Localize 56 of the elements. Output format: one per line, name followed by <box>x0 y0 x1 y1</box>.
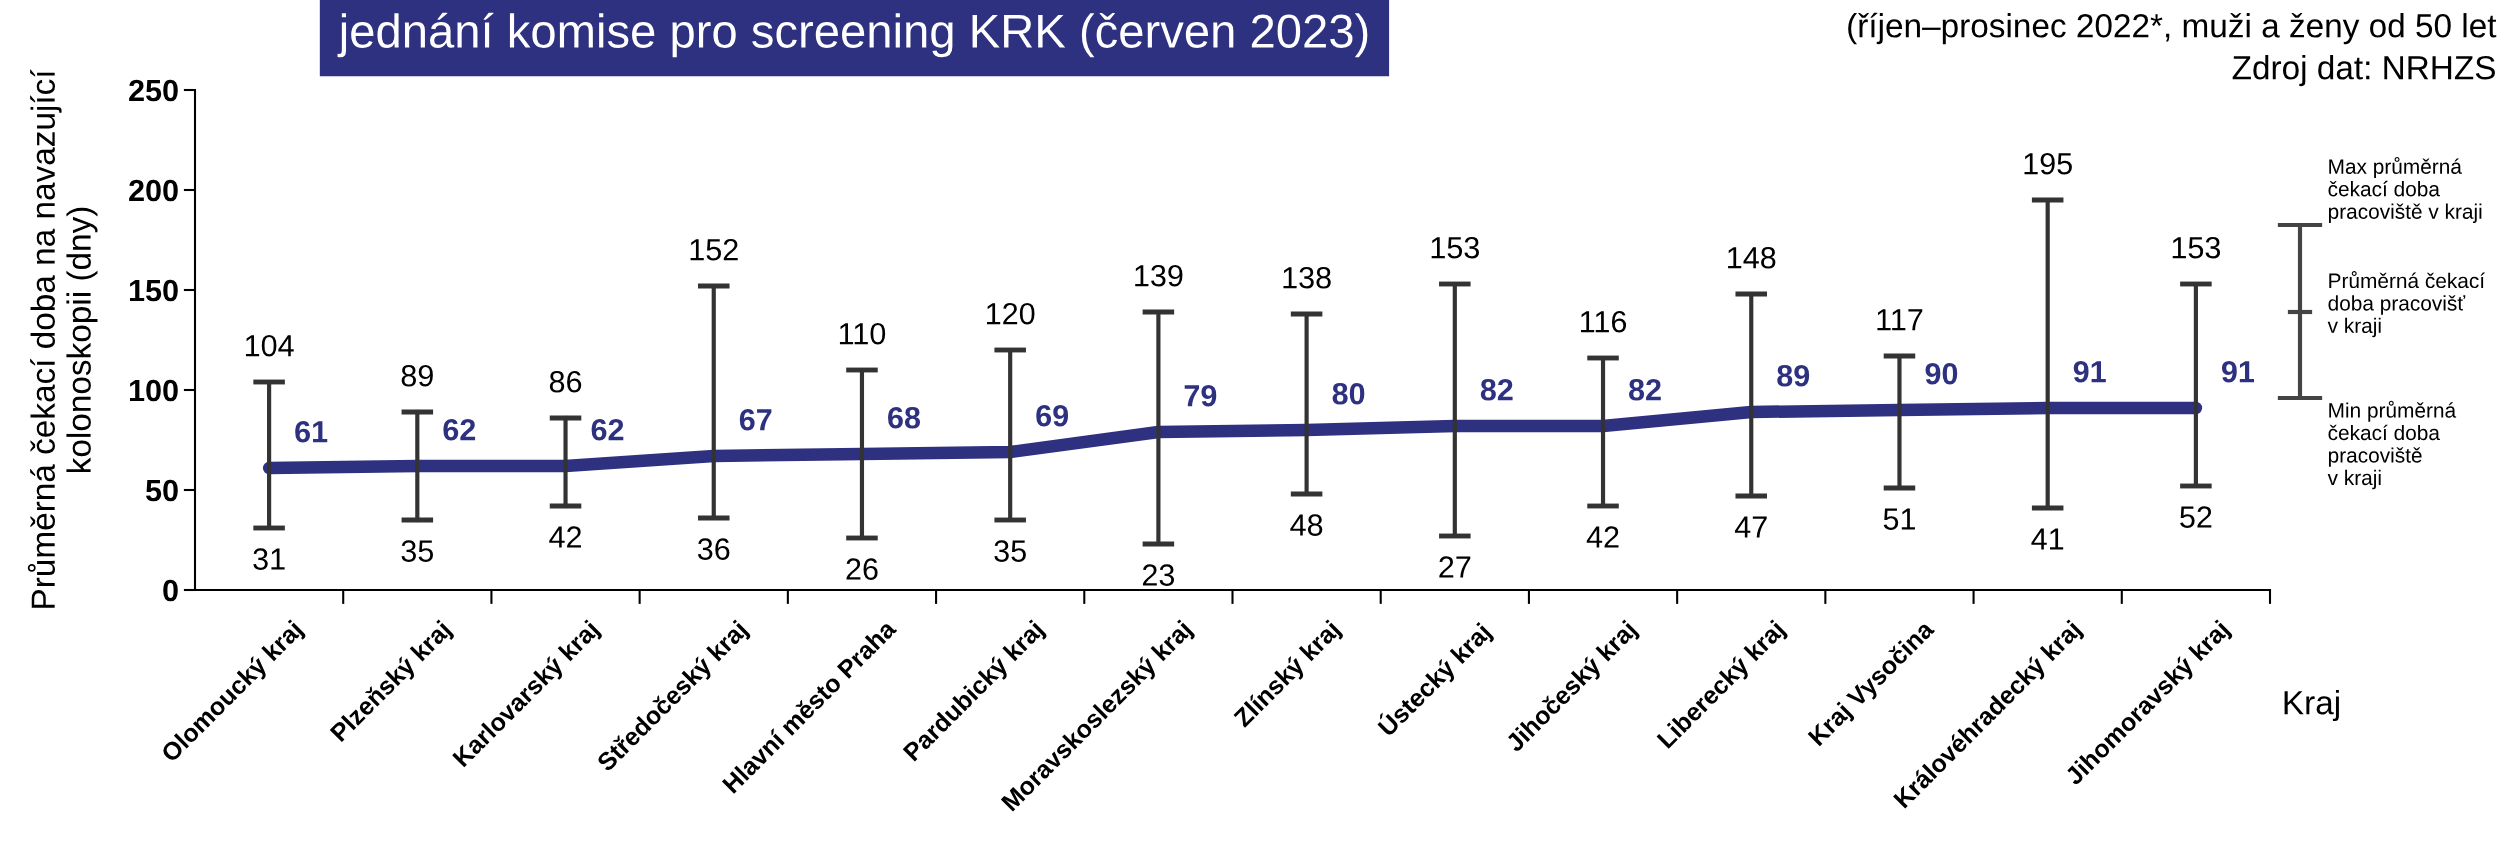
annotation: 27 <box>1439 556 1471 578</box>
annotation: 41 <box>2031 528 2064 550</box>
annotation: 116 <box>1581 310 1627 333</box>
annotation: 51 <box>1883 508 1915 530</box>
annotation: 35 <box>401 540 434 562</box>
annotation: 148 <box>1728 246 1776 269</box>
data-label: 80 <box>1332 382 1365 405</box>
data-label: 62 <box>443 418 476 441</box>
annotation: 86 <box>549 370 582 393</box>
y-tick-label: 250 <box>129 79 178 102</box>
data-label: 69 <box>1036 404 1069 427</box>
annotation: 89 <box>401 364 433 387</box>
annotation: 47 <box>1734 516 1767 538</box>
y-tick-label: 0 <box>163 579 178 602</box>
data-label: 91 <box>2073 360 2106 383</box>
annotation: 104 <box>245 334 294 357</box>
data-label: 82 <box>1629 378 1661 401</box>
chart-title: jednání komise pro screening KRK (červen 2023) <box>337 12 1368 58</box>
annotation: 153 <box>2172 236 2221 259</box>
data-label: 61 <box>295 420 328 443</box>
annotation: 138 <box>1283 266 1331 289</box>
text: Průměrná čekací doba pracovišť v kraji <box>2327 271 2485 338</box>
data-label: 79 <box>1184 384 1217 407</box>
annotation: 26 <box>846 558 878 580</box>
text: Min průměrná čekací doba pracoviště v kraji <box>2327 400 2457 490</box>
y-axis-title: Průměrná čekací doba na navazující kolonoskopii (dny) <box>27 69 98 608</box>
annotation: 139 <box>1135 264 1183 287</box>
data-label: 82 <box>1480 378 1513 401</box>
data-label: 62 <box>591 418 624 441</box>
annotation: 195 <box>2024 152 2072 175</box>
annotation: 42 <box>1586 526 1619 548</box>
data-label: 68 <box>888 406 921 429</box>
annotation: 110 <box>839 322 886 345</box>
annotation: 48 <box>1290 514 1323 536</box>
data-label: 91 <box>2221 360 2255 383</box>
annotation: 35 <box>994 540 1026 562</box>
annotation: 42 <box>549 526 581 548</box>
annotation: 36 <box>697 538 730 560</box>
y-tick-label: 50 <box>145 479 178 502</box>
y-tick-label: 200 <box>129 179 178 202</box>
text: Max průměrná čekací doba pracoviště v kraji <box>2328 156 2482 224</box>
annotation: 52 <box>2180 506 2212 528</box>
annotation: 117 <box>1877 309 1923 331</box>
data-label: 67 <box>739 408 772 431</box>
annotation: 153 <box>1431 236 1479 259</box>
annotation: 120 <box>987 302 1035 325</box>
y-tick-label: 100 <box>129 379 178 402</box>
annotation: 152 <box>690 238 738 261</box>
annotation: 31 <box>253 548 285 570</box>
chart-subtitle: (říjen–prosinec 2022*, muži a ženy od 50 let <box>1848 12 2497 45</box>
data-label: 89 <box>1777 364 1810 387</box>
text: Zdroj dat: NRHZS <box>2232 55 2495 87</box>
annotation: 23 <box>1142 564 1175 586</box>
data-label: 90 <box>1925 362 1958 385</box>
y-tick-label: 150 <box>129 279 178 302</box>
x-axis-title: Kraj <box>2284 690 2339 722</box>
